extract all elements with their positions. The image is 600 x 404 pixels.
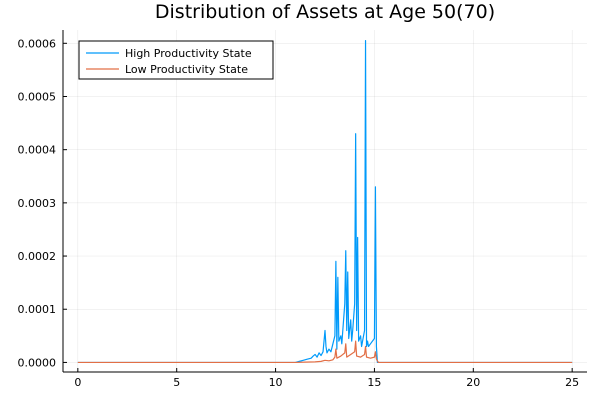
x-tick-label: 20 — [466, 376, 480, 389]
legend: High Productivity State Low Productivity… — [78, 40, 274, 80]
series-lines — [77, 40, 573, 364]
series-line-low-productivity — [77, 340, 573, 364]
legend-label-high: High Productivity State — [125, 47, 252, 60]
x-tick-label: 15 — [367, 376, 381, 389]
x-tick-label: 10 — [269, 376, 283, 389]
y-tick-label: 0.0001 — [18, 303, 57, 316]
y-tick-label: 0.0005 — [18, 90, 57, 103]
series-line-high-productivity — [77, 40, 573, 364]
y-tick-label: 0.0002 — [18, 250, 57, 263]
legend-label-low: Low Productivity State — [125, 63, 248, 76]
legend-box — [78, 40, 274, 80]
x-tick-label: 0 — [74, 376, 81, 389]
y-tick-label: 0.0006 — [18, 37, 57, 50]
y-tick-label: 0.0004 — [18, 144, 57, 157]
chart-title: Distribution of Assets at Age 50(70) — [155, 1, 495, 23]
x-tick-label: 5 — [173, 376, 180, 389]
axes: 0 5 10 15 20 25 0.0000 0.0001 0.0002 0.0003 0.0004… — [18, 30, 587, 389]
x-tick-label: 25 — [565, 376, 579, 389]
y-tick-label: 0.0003 — [18, 197, 57, 210]
y-tick-label: 0.0000 — [18, 356, 57, 369]
grid — [63, 30, 587, 372]
